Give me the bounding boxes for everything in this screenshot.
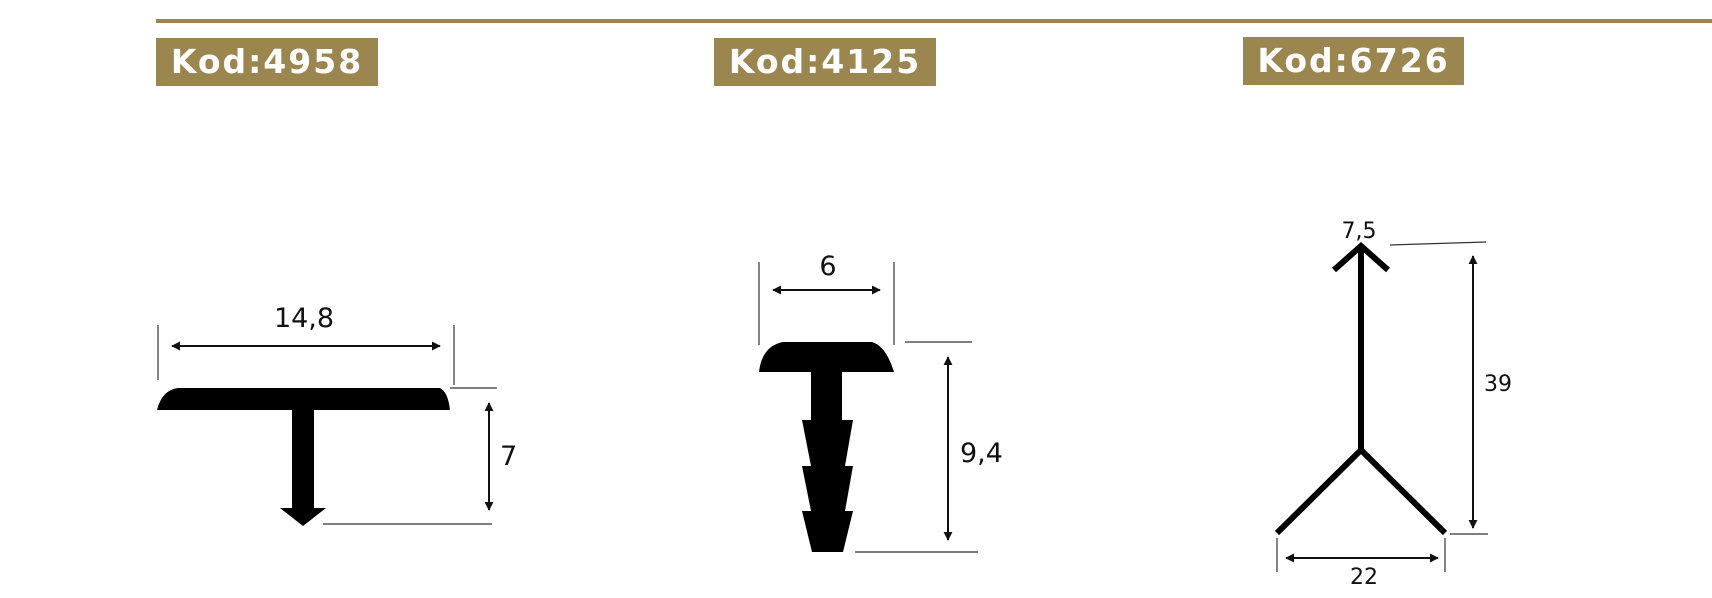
product-code-badge-4958: Kod:4958 xyxy=(156,38,378,86)
arrow-profile-4125-stem xyxy=(802,372,853,552)
y-profile-6726-right-leg xyxy=(1358,447,1448,536)
y-profile-6726-top-hook xyxy=(1332,241,1390,273)
t-profile-4958: 14,8 7 xyxy=(157,303,517,526)
dim-6726-height-label: 39 xyxy=(1484,372,1512,397)
dim-6726-top-label: 7,5 xyxy=(1342,219,1377,244)
y-profile-6726: 7,5 39 22 xyxy=(1274,219,1512,590)
product-code-badge-4125: Kod:4125 xyxy=(714,38,936,86)
dim-6726-height-ext-top xyxy=(1389,241,1487,246)
arrow-profile-4125-head xyxy=(759,342,894,372)
dim-4958-width-label: 14,8 xyxy=(274,303,334,334)
dim-6726-width-label: 22 xyxy=(1350,565,1378,590)
product-code-badge-6726: Kod:6726 xyxy=(1243,37,1464,85)
dim-4125-height-label: 9,4 xyxy=(960,438,1003,469)
arrow-profile-4125: 6 9,4 xyxy=(758,251,1003,553)
header-divider-line xyxy=(156,19,1712,23)
dim-4125-width-label: 6 xyxy=(819,251,836,282)
y-profile-6726-left-leg xyxy=(1274,447,1364,536)
t-profile-4958-shape xyxy=(157,388,450,526)
dim-4958-height-label: 7 xyxy=(500,441,517,472)
